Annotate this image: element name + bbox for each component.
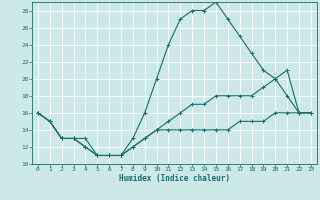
X-axis label: Humidex (Indice chaleur): Humidex (Indice chaleur) xyxy=(119,174,230,183)
